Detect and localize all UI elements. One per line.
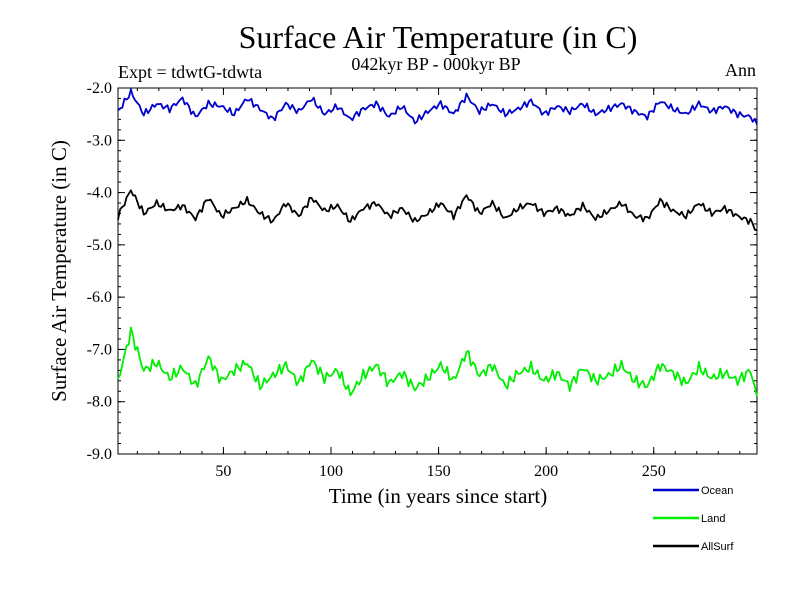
- x-tick-label: 100: [319, 463, 343, 480]
- series-layer: [117, 88, 758, 397]
- legend: Ocean Land AllSurf: [653, 485, 734, 553]
- series-line-land: [117, 326, 758, 397]
- y-tick-label: -9.0: [87, 446, 112, 463]
- series-line-ocean: [117, 88, 758, 125]
- y-tick-label: -7.0: [87, 341, 112, 358]
- x-axis-label: Time (in years since start): [329, 484, 548, 508]
- period-label: 042kyr BP - 000kyr BP: [351, 54, 520, 74]
- chart-title: Surface Air Temperature (in C): [239, 19, 638, 55]
- legend-label-ocean: Ocean: [701, 485, 733, 497]
- y-tick-label: -5.0: [87, 237, 112, 254]
- x-tick-label: 250: [642, 463, 666, 480]
- legend-label-allsurf: AllSurf: [701, 541, 734, 553]
- y-tick-label: -6.0: [87, 289, 112, 306]
- y-axis-label: Surface Air Temperature (in C): [47, 140, 71, 402]
- x-tick-label: 200: [534, 463, 558, 480]
- y-tick-label: -4.0: [87, 185, 112, 202]
- y-tick-label: -2.0: [87, 80, 112, 97]
- y-tick-label: -8.0: [87, 394, 112, 411]
- series-line-allsurf: [117, 189, 758, 232]
- plot-frame: [117, 87, 758, 455]
- y-tick-label: -3.0: [87, 132, 112, 149]
- season-label: Ann: [725, 60, 756, 80]
- experiment-label: Expt = tdwtG-tdwta: [118, 62, 262, 82]
- legend-label-land: Land: [701, 513, 725, 525]
- x-tick-label: 50: [215, 463, 231, 480]
- axis-ticks: -2.0 -3.0 -4.0 -5.0 -6.0 -7.0 -8.0 -9.0 50 100 150…: [87, 80, 757, 480]
- plot-area: -2.0 -3.0 -4.0 -5.0 -6.0 -7.0 -8.0 -9.0 50 100 150…: [87, 80, 758, 480]
- x-tick-label: 150: [427, 463, 451, 480]
